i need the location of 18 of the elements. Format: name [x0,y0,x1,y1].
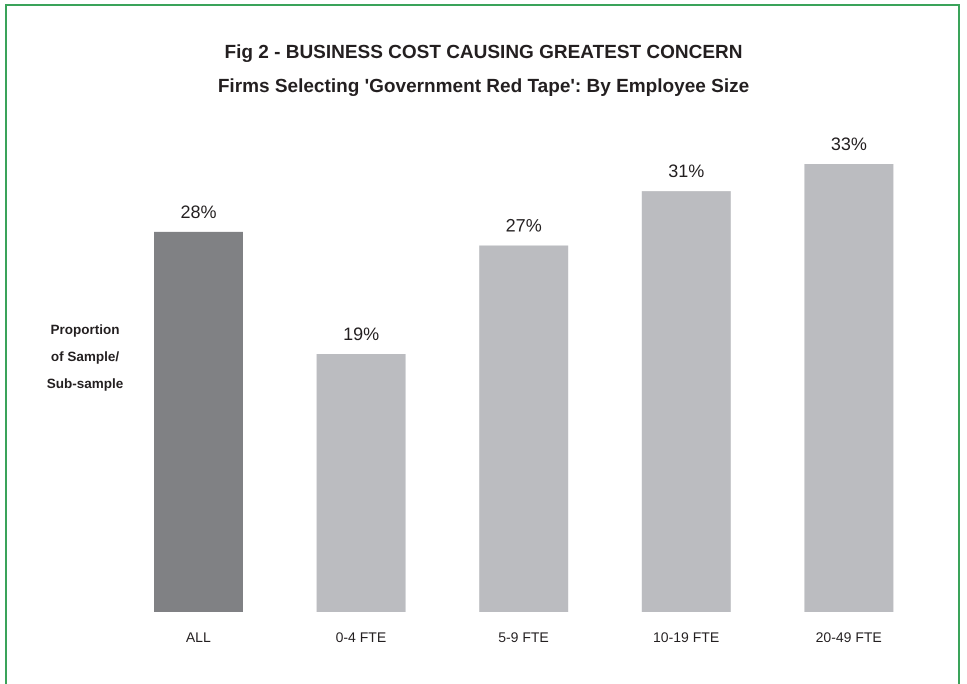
bar [316,354,406,612]
bar [642,191,731,612]
chart-subtitle: Firms Selecting 'Government Red Tape': By Employee Size [216,75,750,99]
data-label: 31% [668,161,704,182]
bar [804,164,894,612]
data-label: 33% [830,134,867,154]
x-tick-label: ALL [186,628,211,645]
data-label: 28% [180,202,217,222]
x-tick-label: 20-49 FTE [816,628,882,645]
x-tick-label: 0-4 FTE [336,628,386,645]
x-tick-label: 10-19 FTE [653,628,720,645]
data-label: 27% [506,215,542,236]
bar [154,232,243,612]
data-label: 19% [343,324,380,344]
chart-title: Fig 2 - BUSINESS COST CAUSING GREATEST CONCERN [224,41,744,65]
y-axis-title: Proportion of Sample/ Sub-sample [46,321,124,393]
x-tick-label: 5-9 FTE [498,628,549,645]
bar [479,245,568,612]
